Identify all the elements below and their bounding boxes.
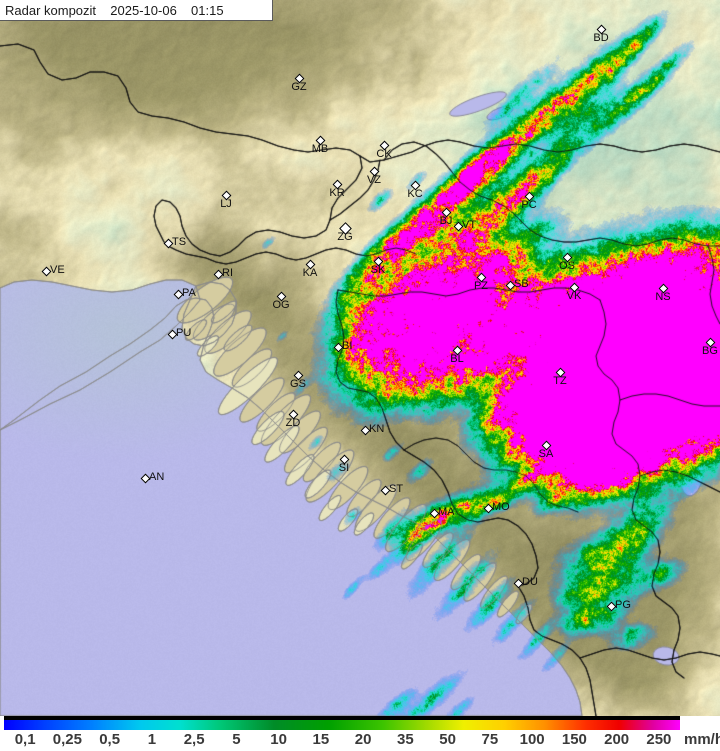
city-label: VK: [566, 290, 582, 302]
city-label: BD: [593, 32, 609, 44]
colorbar-tick-3: 1: [147, 731, 157, 748]
city-label: SA: [538, 448, 554, 460]
title-bar: Radar kompozit 2025-10-06 01:15: [0, 0, 273, 21]
colorbar-tick-9: 35: [397, 731, 414, 748]
city-label: VZ: [366, 174, 382, 186]
colorbar-tick-5: 5: [232, 731, 241, 748]
city-label: VE: [50, 264, 65, 276]
city-label: SI: [338, 462, 350, 474]
city-label: NS: [655, 291, 671, 303]
city-label: SB: [514, 278, 529, 290]
city-label: RI: [222, 267, 233, 279]
city-label: PU: [176, 327, 192, 339]
city-label: PC: [521, 199, 537, 211]
colorbar-tick-11: 75: [481, 731, 499, 748]
city-label: DU: [522, 576, 538, 588]
colorbar-tick-12: 100: [519, 731, 545, 748]
city-label: VT: [462, 219, 477, 231]
city-label: PG: [615, 599, 631, 611]
city-label: AN: [149, 471, 165, 483]
colorbar-tick-15: 250: [646, 731, 672, 748]
colorbar-tick-0: 0,1: [14, 731, 36, 748]
city-label: KA: [302, 267, 318, 279]
legend-bar: 0,1 0,25 0,5 1 2,5 5 10 15 20 35 50 75 100 150 200 250 …: [0, 716, 720, 751]
city-label: LJ: [220, 198, 232, 210]
city-label: TZ: [553, 375, 567, 387]
city-label: SK: [370, 264, 386, 276]
city-label: TS: [172, 236, 187, 248]
colorbar-unit-label: mm/h: [684, 731, 720, 748]
city-label: BG: [702, 345, 718, 357]
city-label: GS: [290, 378, 306, 390]
city-label: ZG: [337, 231, 353, 243]
city-label: BJ: [439, 215, 453, 227]
colorbar-tick-14: 200: [604, 731, 630, 748]
city-label: BI: [342, 340, 353, 352]
city-label: KC: [407, 188, 423, 200]
city-label: MO: [492, 501, 510, 513]
city-label: OG: [272, 299, 290, 311]
product-label: Radar kompozit: [5, 2, 97, 18]
colorbar-tick-4: 2,5: [183, 731, 205, 748]
colorbar-tick-2: 0,5: [99, 731, 121, 748]
colorbar-gradient: [4, 720, 680, 730]
city-label: ST: [389, 483, 404, 495]
city-label: MA: [438, 506, 455, 518]
city-label: CK: [376, 148, 392, 160]
colorbar-tick-1: 0,25: [52, 731, 82, 748]
colorbar-tick-8: 20: [354, 731, 372, 748]
city-label: PZ: [473, 280, 489, 292]
colorbar-tick-13: 150: [561, 731, 587, 748]
city-label: PA: [182, 287, 196, 299]
colorbar-tick-labels: 0,1 0,25 0,5 1 2,5 5 10 15 20 35 50 75 100 150 200 250: [0, 731, 720, 751]
city-label: GZ: [291, 81, 307, 93]
city-label: KR: [329, 187, 345, 199]
city-label: MB: [311, 143, 329, 155]
page-title: Radar kompozit 2025-10-06 01:15: [0, 3, 224, 18]
radar-map[interactable]: BD GZ MB CK VZ KR KC PC LJ ZG BJ VT TS SK PZ SB OS VK NS RI…: [0, 0, 720, 716]
colorbar-tick-6: 10: [270, 731, 287, 748]
city-label: BL: [450, 353, 464, 365]
city-label: OS: [559, 260, 575, 272]
city-label: ZD: [285, 417, 301, 429]
date-label: 2025-10-06: [110, 2, 177, 18]
city-label: KN: [369, 423, 385, 435]
colorbar-tick-10: 50: [439, 731, 456, 748]
time-label: 01:15: [191, 2, 224, 18]
radar-map-canvas[interactable]: [0, 0, 720, 716]
colorbar-frame: [4, 716, 680, 730]
colorbar-tick-7: 15: [312, 731, 330, 748]
